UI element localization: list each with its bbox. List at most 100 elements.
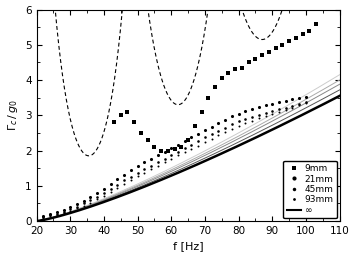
Point (168, 153, 174, 157)
Point (249, 118, 255, 123)
Point (118, 113, 124, 117)
Point (202, 140, 208, 144)
Point (74, 206, 80, 210)
Point (128, 175, 134, 179)
Point (300, 32, 305, 36)
Point (296, 96, 302, 100)
Point (229, 122, 235, 126)
Point (202, 135, 208, 140)
Point (162, 160, 167, 164)
Point (40, 214, 46, 218)
Point (158, 149, 164, 153)
Point (242, 121, 248, 125)
Point (290, 104, 295, 108)
Point (162, 157, 167, 161)
Point (219, 76, 225, 80)
Point (179, 145, 184, 149)
Point (189, 147, 194, 151)
Point (162, 150, 167, 154)
Point (209, 137, 214, 141)
Point (189, 142, 194, 146)
Point (279, 43, 285, 47)
Point (121, 172, 127, 177)
Point (189, 135, 194, 140)
Point (236, 112, 241, 116)
Point (101, 194, 107, 198)
Point (121, 182, 127, 186)
Point (256, 116, 262, 120)
Point (74, 202, 80, 206)
Y-axis label: $\Gamma_c\,/\,g_0$: $\Gamma_c\,/\,g_0$ (6, 99, 20, 131)
Point (67, 205, 73, 209)
Point (40, 215, 46, 219)
Point (303, 101, 309, 105)
Point (290, 105, 295, 109)
Point (229, 114, 235, 118)
Point (101, 187, 107, 191)
Point (239, 66, 245, 70)
Point (269, 109, 275, 113)
Point (61, 209, 66, 214)
Point (226, 71, 231, 75)
Point (81, 198, 87, 203)
Point (212, 85, 218, 89)
Point (236, 124, 241, 128)
Point (108, 182, 114, 186)
Point (61, 211, 66, 215)
Point (155, 153, 160, 157)
Point (195, 139, 201, 143)
Point (296, 102, 302, 106)
Legend: 9mm, 21mm, 45mm, 93mm, $\infty$: 9mm, 21mm, 45mm, 93mm, $\infty$ (284, 161, 337, 218)
Point (283, 108, 289, 112)
Point (115, 177, 120, 181)
Point (185, 138, 191, 142)
Point (229, 127, 235, 131)
Point (81, 201, 87, 205)
Point (88, 195, 93, 199)
Point (94, 197, 100, 201)
Point (222, 126, 228, 130)
Point (142, 160, 147, 164)
Point (182, 146, 187, 150)
Point (199, 110, 204, 114)
Point (142, 171, 147, 175)
Point (54, 212, 60, 216)
Point (88, 201, 93, 205)
Point (303, 95, 309, 99)
Point (206, 96, 211, 100)
Point (276, 110, 282, 114)
Point (145, 138, 151, 142)
Point (148, 167, 154, 171)
Point (175, 150, 181, 154)
Point (108, 187, 114, 191)
Point (306, 29, 312, 33)
Point (115, 186, 120, 190)
Point (269, 102, 275, 106)
Point (273, 46, 278, 50)
Point (283, 99, 289, 103)
Point (61, 208, 66, 212)
Point (313, 22, 319, 26)
Point (54, 210, 60, 214)
Point (168, 146, 174, 150)
Point (54, 213, 60, 217)
Point (290, 97, 295, 102)
Point (286, 39, 292, 43)
Point (148, 164, 154, 168)
Point (222, 118, 228, 122)
Point (256, 105, 262, 109)
Point (175, 153, 181, 157)
Point (236, 119, 241, 123)
Point (276, 100, 282, 104)
Point (172, 147, 178, 151)
Point (293, 36, 299, 40)
Point (155, 160, 160, 164)
Point (94, 191, 100, 195)
Point (242, 109, 248, 113)
Point (155, 164, 160, 168)
Point (115, 183, 120, 187)
Point (165, 149, 171, 153)
Point (67, 207, 73, 211)
Point (263, 111, 268, 115)
Point (202, 128, 208, 133)
